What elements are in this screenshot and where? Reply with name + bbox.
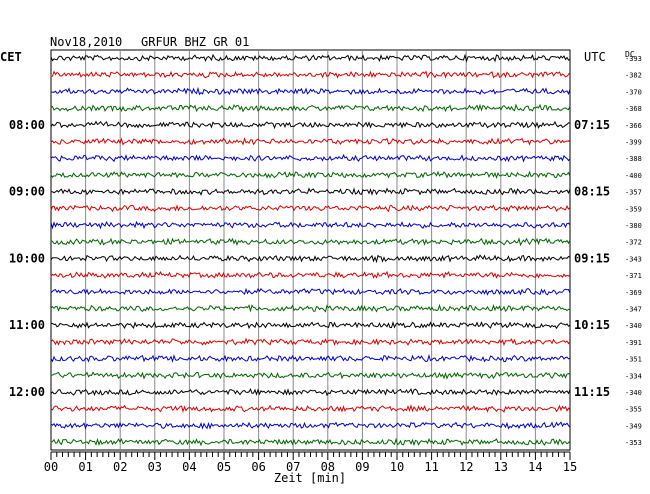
trace-line: [50, 388, 571, 397]
x-tick-label: 09: [355, 460, 369, 474]
trace-line: [50, 371, 571, 380]
right-time-label: 07:15: [574, 118, 610, 132]
x-tick-label: 08: [321, 460, 335, 474]
left-time-label: 08:00: [9, 118, 45, 132]
dc-offset-label: -357: [625, 189, 642, 197]
right-time-label: 10:15: [574, 318, 610, 332]
trace-line: [50, 120, 571, 130]
trace-line: [50, 153, 571, 163]
station-label: GRFUR BHZ GR 01: [141, 35, 249, 49]
dc-label: DC: [625, 50, 635, 59]
x-axis-label: Zeit [min]: [274, 471, 346, 485]
dc-offset-label: -382: [625, 72, 642, 80]
x-tick-label: 05: [217, 460, 231, 474]
dc-offset-label: -370: [625, 88, 642, 96]
dc-offset-label: -393: [625, 55, 642, 63]
x-tick-label: 00: [44, 460, 58, 474]
trace-line: [50, 320, 571, 330]
x-tick-label: 06: [251, 460, 265, 474]
dc-offset-label: -340: [625, 389, 642, 397]
trace-line: [50, 86, 571, 96]
dc-offset-label: -388: [625, 155, 642, 163]
dc-offset-label: -372: [625, 239, 642, 247]
date-label: Nov18,2010: [50, 35, 122, 49]
trace-line: [50, 353, 571, 363]
dc-offset-label: -340: [625, 322, 642, 330]
plot-frame: [50, 49, 571, 451]
grid-layer: [50, 49, 571, 460]
right-time-label: 11:15: [574, 385, 610, 399]
trace-line: [50, 220, 571, 230]
trace-line: [50, 404, 571, 413]
left-time-label: 12:00: [9, 385, 45, 399]
dc-offset-label: -399: [625, 139, 642, 147]
x-tick-label: 04: [182, 460, 196, 474]
dc-offset-label: -371: [625, 272, 642, 280]
dc-offset-label: -368: [625, 105, 642, 113]
dc-offset-label: -334: [625, 372, 642, 380]
trace-line: [50, 270, 571, 279]
trace-line: [50, 187, 571, 196]
trace-line: [50, 287, 571, 296]
right-time-label: 09:15: [574, 251, 610, 265]
x-tick-label: 12: [459, 460, 473, 474]
left-time-label: 11:00: [9, 318, 45, 332]
x-tick-label: 13: [494, 460, 508, 474]
right-zone-label: UTC: [584, 50, 606, 64]
text-layer: Nov18,2010 GRFUR BHZ GR 01 CET UTC DC Ze…: [0, 35, 642, 485]
left-zone-label: CET: [0, 50, 22, 64]
trace-line: [50, 204, 571, 213]
x-tick-label: 10: [390, 460, 404, 474]
x-tick-label: 14: [528, 460, 542, 474]
trace-line: [50, 170, 571, 180]
x-tick-label: 01: [78, 460, 92, 474]
trace-line: [50, 70, 571, 79]
dc-offset-label: -400: [625, 172, 642, 180]
dc-offset-label: -343: [625, 255, 642, 263]
dc-offset-label: -391: [625, 339, 642, 347]
trace-line: [50, 137, 571, 146]
dc-offset-label: -351: [625, 356, 642, 364]
x-tick-label: 15: [563, 460, 577, 474]
dc-offset-label: -380: [625, 222, 642, 230]
dc-offset-label: -347: [625, 306, 642, 314]
x-tick-label: 02: [113, 460, 127, 474]
dc-offset-label: -349: [625, 422, 642, 430]
trace-line: [50, 53, 571, 63]
x-tick-label: 11: [424, 460, 438, 474]
dc-offset-label: -366: [625, 122, 642, 130]
left-time-label: 09:00: [9, 185, 45, 199]
dc-offset-label: -353: [625, 439, 642, 447]
x-tick-label: 07: [286, 460, 300, 474]
right-time-label: 08:15: [574, 185, 610, 199]
trace-line: [50, 254, 571, 264]
x-tick-label: 03: [148, 460, 162, 474]
trace-line: [50, 103, 571, 113]
trace-line: [50, 237, 571, 247]
trace-line: [50, 337, 571, 347]
trace-line: [50, 303, 571, 313]
trace-line: [50, 421, 571, 430]
dc-offset-label: -359: [625, 205, 642, 213]
dc-offset-label: -369: [625, 289, 642, 297]
dc-offset-label: -355: [625, 406, 642, 414]
left-time-label: 10:00: [9, 251, 45, 265]
trace-line: [50, 437, 571, 447]
trace-layer: [50, 53, 571, 447]
